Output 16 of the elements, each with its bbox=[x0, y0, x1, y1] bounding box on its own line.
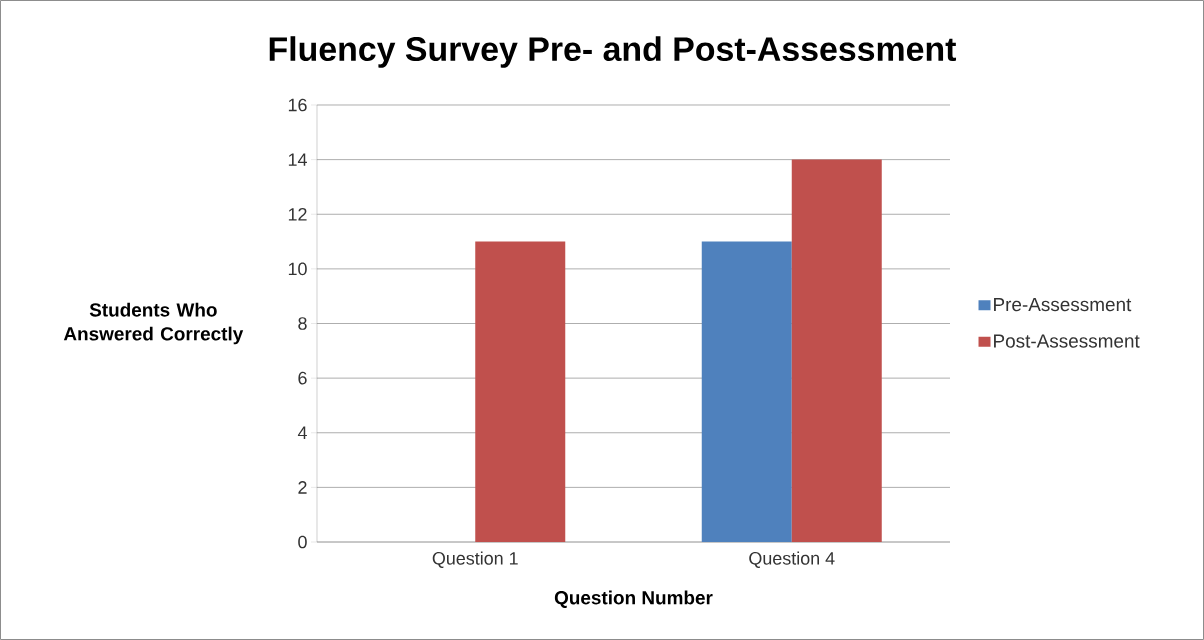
y-tick-label: 8 bbox=[298, 317, 307, 330]
y-tick-label: 16 bbox=[288, 98, 307, 112]
y-axis-title: Students Who Answered Correctly bbox=[63, 302, 244, 345]
legend-label: Pre-Assessment bbox=[994, 298, 1132, 312]
y-tick-label: 0 bbox=[298, 535, 307, 549]
y-tick-label: 6 bbox=[298, 371, 307, 385]
y-tick-label: 4 bbox=[297, 426, 307, 439]
x-axis-title: Question Number bbox=[554, 590, 713, 608]
y-tick-label: 10 bbox=[288, 262, 307, 276]
y-tick-label: 12 bbox=[288, 207, 307, 221]
chart-title: Fluency Survey Pre- and Post-Assessment bbox=[269, 36, 957, 68]
x-tick-label: Question 4 bbox=[749, 551, 835, 568]
legend-label: Post-Assessment bbox=[994, 334, 1140, 348]
x-tick-label: Question 1 bbox=[432, 551, 518, 568]
y-tick-label: 14 bbox=[288, 153, 307, 166]
y-tick-label: 2 bbox=[298, 481, 307, 494]
